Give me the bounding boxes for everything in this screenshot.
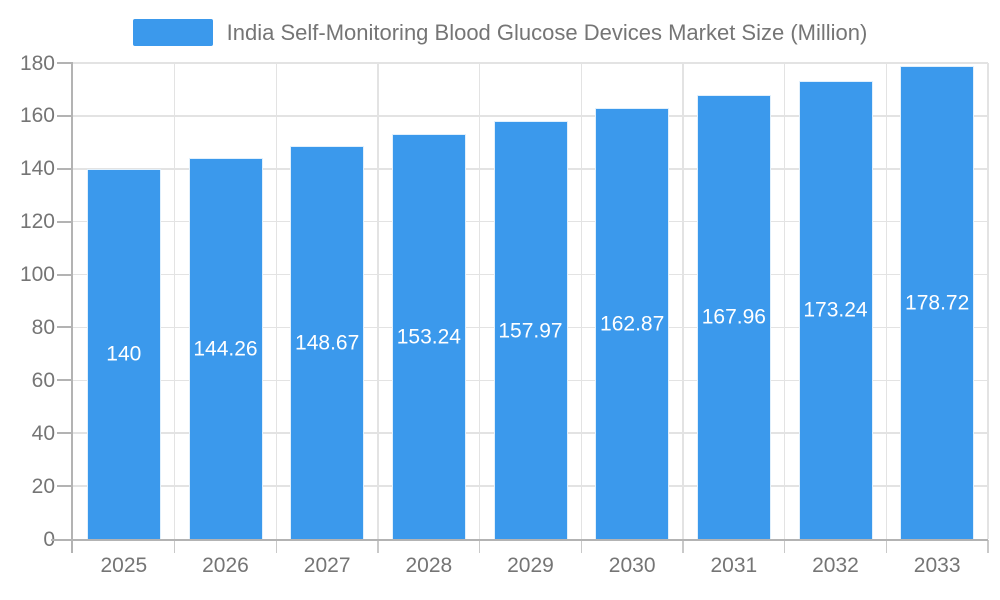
legend[interactable]: India Self-Monitoring Blood Glucose Devi… (0, 19, 1000, 46)
x-axis-tick (275, 540, 278, 553)
bar-value-label: 162.87 (600, 312, 665, 336)
v-gridline (377, 63, 379, 539)
h-gridline (73, 62, 988, 64)
x-axis-tick (377, 540, 379, 553)
bar-value-label: 153.24 (396, 325, 461, 349)
x-axis-tick (783, 540, 786, 553)
x-axis-tick (885, 540, 888, 553)
x-tick-label: 2032 (812, 554, 859, 577)
bar-2030[interactable]: 162.87 (595, 108, 670, 539)
x-axis-tick (682, 540, 684, 553)
h-gridline (73, 115, 988, 117)
x-axis-tick (478, 540, 481, 553)
y-axis-line (71, 63, 73, 553)
bar-2025[interactable]: 140 (86, 168, 161, 539)
v-gridline (173, 63, 176, 539)
y-tick-label: 180 (19, 51, 55, 75)
x-axis-tick (580, 540, 583, 553)
bar-value-label: 144.26 (193, 337, 258, 361)
y-tick-label: 160 (19, 104, 55, 128)
x-tick-label: 2029 (507, 554, 554, 577)
v-gridline (682, 63, 684, 539)
x-tick-label: 2025 (100, 554, 148, 577)
x-tick-label: 2033 (913, 554, 961, 577)
x-tick-label: 2031 (710, 554, 758, 577)
legend-swatch (132, 19, 213, 46)
bar-value-label: 178.72 (905, 291, 970, 315)
y-axis-tick (57, 114, 73, 117)
x-axis-line (51, 539, 988, 541)
legend-label: India Self-Monitoring Blood Glucose Devi… (226, 19, 868, 45)
x-axis-tick (173, 540, 176, 553)
y-axis-tick (57, 220, 73, 223)
x-tick-label: 2026 (202, 554, 249, 577)
y-tick-label: 80 (31, 315, 55, 339)
bar-2026[interactable]: 144.26 (188, 157, 263, 539)
y-axis-tick (57, 62, 73, 64)
y-axis-tick (57, 273, 73, 276)
bar-2032[interactable]: 173.24 (798, 80, 873, 539)
y-tick-label: 100 (19, 263, 55, 287)
v-gridline (580, 63, 583, 539)
y-tick-label: 140 (19, 157, 55, 181)
bar-value-label: 140 (106, 342, 142, 366)
bar-2027[interactable]: 148.67 (290, 145, 365, 539)
x-tick-label: 2028 (405, 554, 453, 577)
bar-value-label: 157.97 (498, 319, 563, 343)
bar-2028[interactable]: 153.24 (391, 133, 466, 539)
v-gridline (478, 63, 481, 539)
v-gridline (275, 63, 278, 539)
y-axis-tick (57, 485, 73, 488)
x-tick-label: 2030 (608, 554, 656, 577)
x-tick-label: 2027 (303, 554, 351, 577)
bar-value-label: 167.96 (701, 305, 766, 329)
bar-value-label: 173.24 (803, 298, 868, 322)
y-axis-tick (57, 432, 73, 435)
y-tick-label: 60 (31, 368, 55, 392)
v-gridline (783, 63, 786, 539)
plot-area: 0 20 40 60 80 100 120 140 160 180 140 144.26 148.67 1… (20, 53, 989, 576)
x-axis-tick (987, 540, 989, 553)
y-tick-label: 20 (31, 474, 55, 498)
bar-2029[interactable]: 157.97 (493, 121, 568, 539)
y-tick-label: 0 (43, 527, 55, 551)
y-tick-label: 40 (31, 421, 55, 445)
y-axis-tick (57, 167, 73, 170)
y-tick-label: 120 (19, 210, 55, 234)
bar-2033[interactable]: 178.72 (900, 66, 975, 539)
v-gridline (987, 63, 989, 539)
y-axis-tick (57, 379, 73, 382)
y-axis-tick (57, 326, 73, 329)
bar-2031[interactable]: 167.96 (696, 94, 771, 539)
v-gridline (885, 63, 888, 539)
bar-value-label: 148.67 (295, 331, 360, 355)
